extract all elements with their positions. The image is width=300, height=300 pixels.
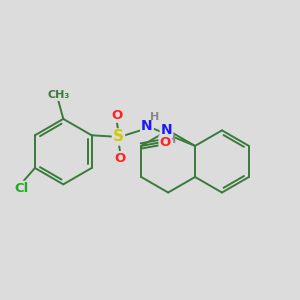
Text: CH₃: CH₃ [47, 90, 70, 100]
Text: N: N [161, 123, 172, 137]
Text: O: O [160, 136, 171, 149]
Text: O: O [115, 152, 126, 165]
Text: N: N [141, 119, 153, 133]
Text: S: S [113, 129, 124, 144]
Text: H: H [167, 134, 177, 145]
Text: Cl: Cl [15, 182, 29, 195]
Text: H: H [150, 112, 159, 122]
Text: O: O [111, 109, 122, 122]
